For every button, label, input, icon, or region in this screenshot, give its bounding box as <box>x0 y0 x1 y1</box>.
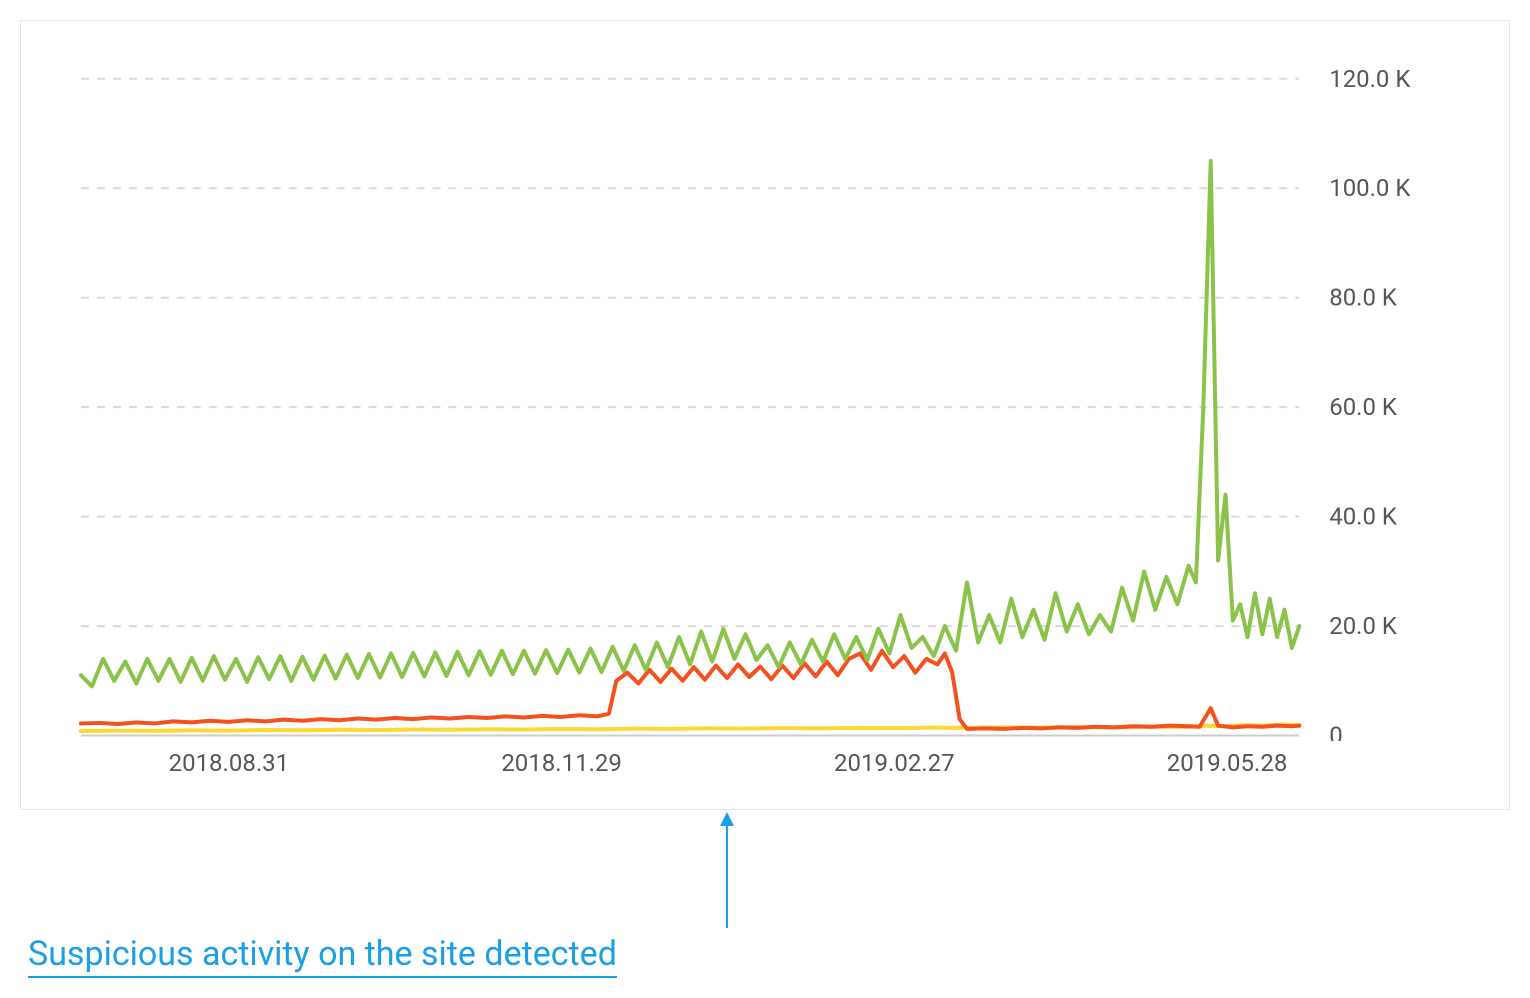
annotation-caption: Suspicious activity on the site detected <box>28 934 617 978</box>
x-tick-label: 2019.05.28 <box>1167 749 1288 777</box>
annotation-caption-wrap: Suspicious activity on the site detected <box>20 930 1510 978</box>
annotation-arrow-head <box>720 812 734 826</box>
plot-area: 0 20.0 K 40.0 K 60.0 K 80.0 K 100.0 K 120.0 K <box>21 21 1509 741</box>
chart-panel: 020.0 K40.0 K60.0 K80.0 K100.0 K120.0 K … <box>20 20 1510 810</box>
x-tick-label: 2018.08.31 <box>169 749 290 777</box>
green-series <box>81 161 1299 686</box>
x-tick-label: 2019.02.27 <box>834 749 955 777</box>
y-tick-label: 0 <box>1329 722 1342 741</box>
y-tick-label: 60.0 K <box>1329 393 1398 421</box>
annotation-arrow-area <box>20 810 1510 930</box>
y-tick-label: 80.0 K <box>1329 284 1398 312</box>
y-tick-label: 20.0 K <box>1329 612 1398 640</box>
chart-svg: 0 20.0 K 40.0 K 60.0 K 80.0 K 100.0 K 120.0 K <box>21 21 1509 741</box>
y-tick-label: 40.0 K <box>1329 503 1398 531</box>
annotation-arrow-svg <box>20 810 1510 930</box>
x-axis-label-bar: 2018.08.31 2018.11.29 2019.02.27 2019.05.28 <box>21 741 1509 809</box>
y-tick-label: 100.0 K <box>1329 174 1411 202</box>
x-tick-label: 2018.11.29 <box>501 749 622 777</box>
y-tick-label: 120.0 K <box>1329 65 1411 93</box>
